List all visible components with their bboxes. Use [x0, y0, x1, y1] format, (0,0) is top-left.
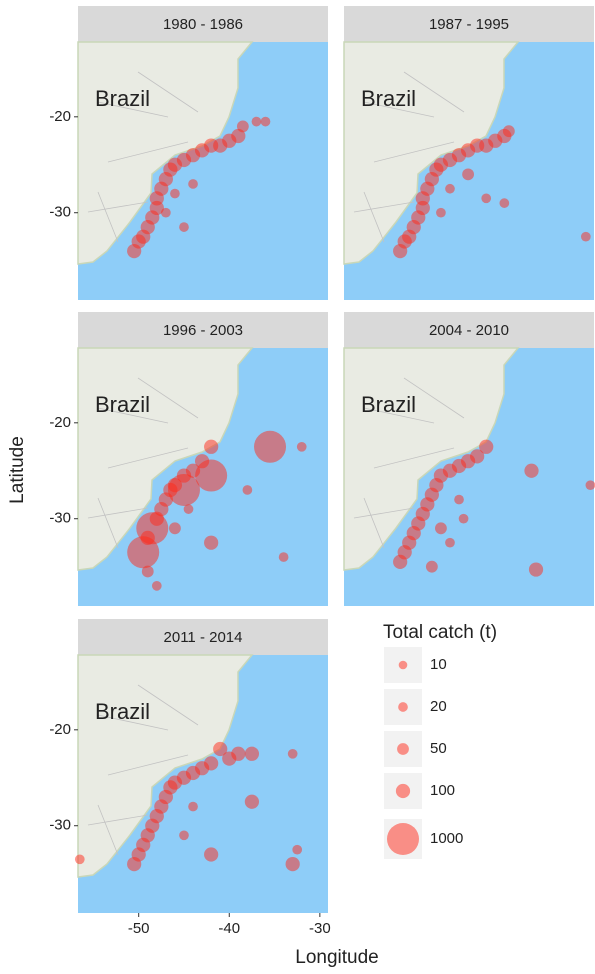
x-axis-title: Longitude [295, 947, 378, 968]
catch-point [462, 168, 475, 181]
catch-point [231, 746, 246, 761]
x-tick-label: -50 [128, 920, 150, 937]
catch-point [254, 430, 287, 463]
y-tick-label: -20 [49, 108, 71, 125]
catch-point [204, 535, 219, 550]
map-label: Brazil [95, 392, 150, 417]
legend-label: 1000 [430, 830, 463, 847]
catch-point [292, 844, 303, 855]
legend-title: Total catch (t) [383, 622, 497, 643]
catch-point [176, 468, 192, 483]
catch-point [141, 565, 154, 578]
catch-point [188, 801, 198, 812]
legend-label: 100 [430, 782, 455, 799]
strip [78, 312, 328, 348]
catch-point [236, 120, 249, 133]
catch-point [242, 485, 253, 495]
y-axis-title: Latitude [7, 436, 28, 504]
catch-point [425, 560, 438, 573]
x-tick-label: -40 [218, 920, 240, 937]
panel-title: 2004 - 2010 [429, 322, 509, 339]
strip [78, 619, 328, 655]
catch-point [499, 198, 510, 208]
catch-point [260, 116, 271, 127]
legend-point [395, 783, 411, 799]
catch-point [524, 463, 539, 478]
map-label: Brazil [361, 86, 416, 111]
catch-point [244, 794, 260, 809]
legend-point [387, 823, 419, 855]
legend-label: 50 [430, 740, 447, 757]
catch-point [179, 830, 189, 841]
catch-point [204, 756, 219, 771]
catch-point [528, 562, 544, 577]
catch-point [481, 193, 492, 204]
strip [344, 6, 594, 42]
catch-point [74, 854, 85, 865]
catch-point [179, 222, 189, 232]
catch-point [170, 188, 180, 199]
catch-point [195, 459, 228, 492]
catch-point [445, 537, 455, 548]
y-tick-label: -30 [49, 817, 71, 834]
catch-point [436, 207, 446, 218]
catch-point [183, 504, 194, 514]
y-tick-label: -30 [49, 204, 71, 221]
catch-point [167, 473, 200, 506]
catch-point [213, 741, 228, 757]
catch-point [278, 552, 289, 562]
catch-point [231, 128, 246, 144]
catch-point [585, 480, 595, 490]
points [74, 741, 303, 872]
map-label: Brazil [95, 699, 150, 724]
catch-point [151, 581, 162, 591]
y-tick-label: -20 [49, 721, 71, 738]
map-label: Brazil [361, 392, 416, 417]
legend-point [398, 702, 408, 712]
panel-title: 1987 - 1995 [429, 16, 509, 33]
points [393, 125, 591, 259]
catch-point [285, 856, 300, 872]
points [127, 430, 307, 591]
catch-point [188, 179, 198, 189]
catch-point [454, 494, 464, 505]
catch-point [244, 746, 260, 761]
points [127, 116, 271, 259]
catch-point [581, 231, 591, 242]
catch-point [479, 439, 494, 454]
catch-point [251, 116, 262, 127]
catch-point [161, 207, 171, 218]
catch-point [458, 513, 469, 524]
panel-title: 1996 - 2003 [163, 322, 243, 339]
strip [344, 312, 594, 348]
panel-title: 2011 - 2014 [164, 629, 243, 646]
catch-point [127, 536, 160, 569]
catch-point [296, 441, 307, 452]
legend-point [397, 743, 409, 755]
strip [78, 6, 328, 42]
catch-point [204, 439, 219, 454]
catch-point [435, 522, 447, 535]
panel-title: 1980 - 1986 [163, 16, 243, 33]
catch-point [470, 449, 485, 464]
y-tick-label: -20 [49, 414, 71, 431]
catch-point [169, 522, 181, 535]
y-tick-label: -30 [49, 510, 71, 527]
catch-point [204, 847, 219, 862]
catch-point [502, 125, 515, 138]
map-label: Brazil [95, 86, 150, 111]
legend-label: 10 [430, 656, 447, 673]
x-tick-label: -30 [309, 920, 331, 937]
catch-point [445, 183, 455, 194]
points [393, 439, 595, 577]
legend-point [398, 660, 408, 670]
legend-label: 20 [430, 698, 447, 715]
catch-point [287, 748, 298, 759]
